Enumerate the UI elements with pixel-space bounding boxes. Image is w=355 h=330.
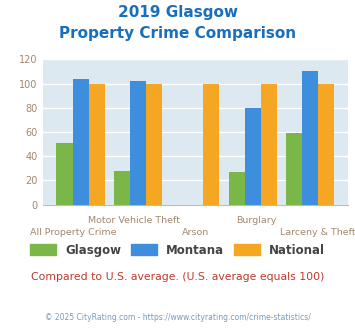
Text: Arson: Arson [182, 228, 209, 237]
Text: Larceny & Theft: Larceny & Theft [279, 228, 355, 237]
Bar [286, 133, 302, 205]
Bar [146, 83, 162, 205]
Legend: Glasgow, Montana, National: Glasgow, Montana, National [30, 244, 325, 256]
Bar [261, 83, 277, 205]
Bar [130, 81, 146, 205]
Text: © 2025 CityRating.com - https://www.cityrating.com/crime-statistics/: © 2025 CityRating.com - https://www.city… [45, 314, 310, 322]
Bar [229, 172, 245, 205]
Bar [56, 143, 72, 205]
Text: Burglary: Burglary [236, 216, 277, 225]
Bar [245, 108, 261, 205]
Bar [72, 79, 89, 205]
Text: All Property Crime: All Property Crime [30, 228, 116, 237]
Text: Motor Vehicle Theft: Motor Vehicle Theft [88, 216, 180, 225]
Bar [203, 83, 219, 205]
Text: Compared to U.S. average. (U.S. average equals 100): Compared to U.S. average. (U.S. average … [31, 272, 324, 282]
Bar [114, 171, 130, 205]
Bar [318, 83, 334, 205]
Bar [302, 72, 318, 205]
Bar [89, 83, 105, 205]
Text: Property Crime Comparison: Property Crime Comparison [59, 26, 296, 41]
Text: 2019 Glasgow: 2019 Glasgow [118, 5, 237, 20]
